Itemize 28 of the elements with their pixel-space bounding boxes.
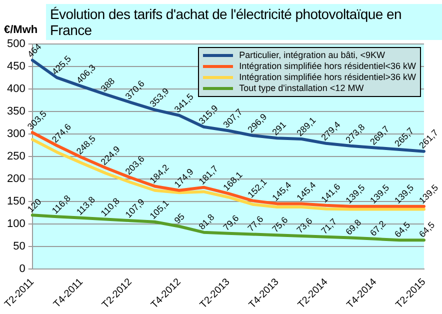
data-label: 67,2 bbox=[368, 218, 388, 238]
y-tick-label: 450 bbox=[6, 60, 26, 73]
legend-label: Intégration simplifiée hors résidentiel<36 kW bbox=[239, 61, 416, 72]
data-label: 464 bbox=[25, 42, 44, 60]
y-tick-label: 150 bbox=[6, 196, 26, 208]
y-tick-label: 50 bbox=[13, 240, 26, 253]
data-label: 73,6 bbox=[294, 216, 314, 236]
y-tick-label: 100 bbox=[6, 218, 26, 230]
y-tick-label: 500 bbox=[6, 38, 26, 50]
data-label: 77,6 bbox=[246, 214, 266, 234]
y-tick-label: 350 bbox=[6, 106, 26, 118]
data-label: 79,6 bbox=[221, 213, 241, 232]
data-label: 95 bbox=[172, 211, 186, 226]
legend-label: Intégration simplifiée hors résidentiel>36 kW bbox=[239, 72, 416, 83]
data-label: 388 bbox=[98, 76, 117, 94]
chart-title: Évolution des tarifs d'achat de l'électricité photovoltaïque en France bbox=[46, 4, 442, 40]
data-label: 120 bbox=[25, 196, 44, 214]
y-tick-label: 200 bbox=[6, 173, 26, 186]
legend-label: Particulier, intégration au bâti, <9KW bbox=[239, 50, 385, 61]
y-tick-label: 250 bbox=[6, 150, 26, 163]
data-label: 75,6 bbox=[270, 214, 290, 234]
y-tick-label: 0 bbox=[19, 263, 26, 276]
legend-label: Tout type d'installation <12 MW bbox=[239, 83, 364, 94]
y-axis-title: €/Mwh bbox=[4, 24, 38, 36]
y-tick-label: 300 bbox=[6, 128, 26, 140]
y-tick-label: 400 bbox=[6, 83, 26, 96]
data-label: 69,8 bbox=[344, 217, 364, 237]
data-label: 291 bbox=[270, 120, 288, 138]
